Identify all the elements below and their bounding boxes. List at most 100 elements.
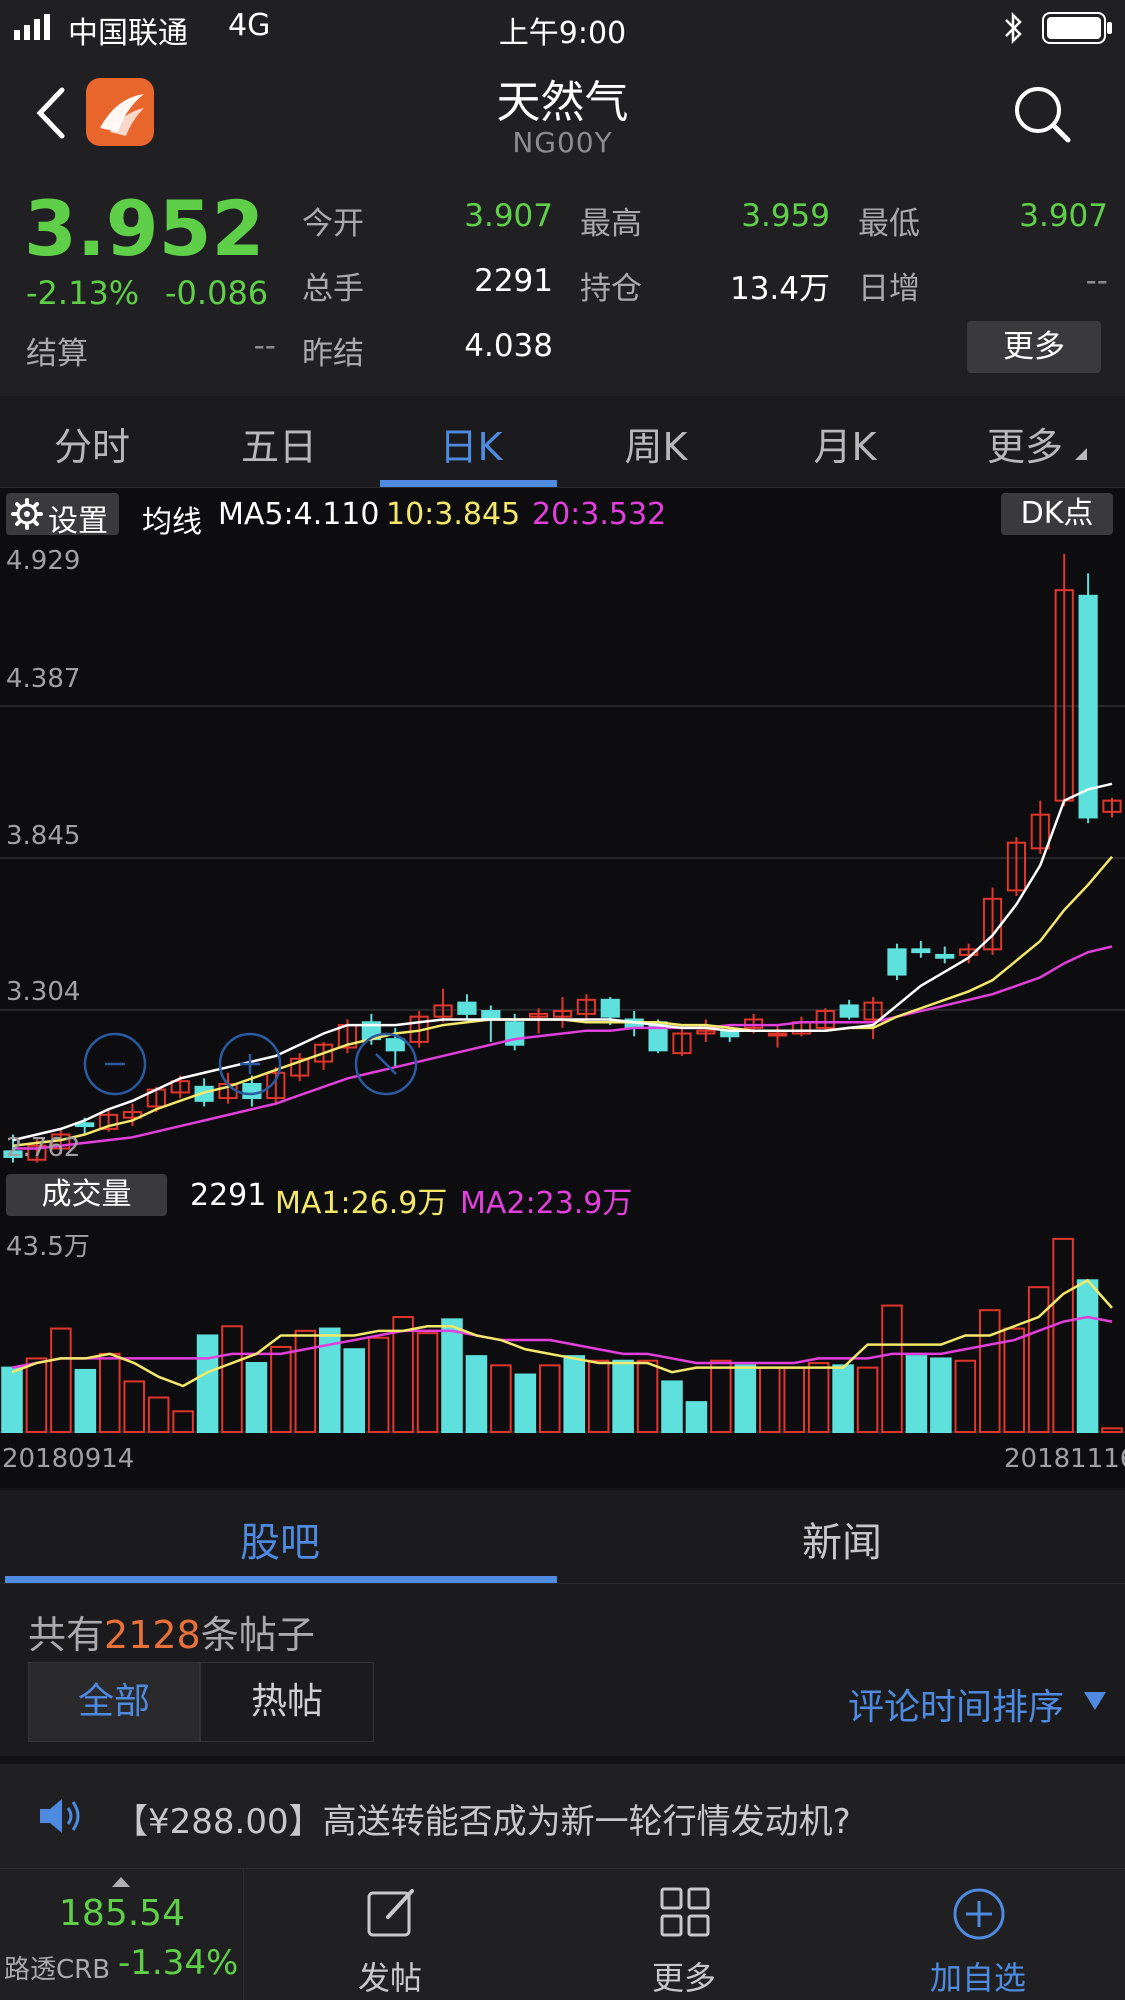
- post-button[interactable]: 发帖: [270, 1869, 510, 2000]
- more-quote-button[interactable]: 更多: [967, 321, 1101, 373]
- candle: [457, 994, 477, 1020]
- volume-bar: [636, 1359, 659, 1433]
- candle-body: [887, 948, 907, 976]
- back-icon[interactable]: [34, 86, 68, 140]
- candle-body: [576, 998, 596, 1015]
- candle: [672, 1027, 692, 1056]
- y-tick-label: 2.762: [6, 1133, 81, 1163]
- candle-body: [27, 1144, 47, 1161]
- volume-bar: [1003, 1327, 1026, 1433]
- tab-more[interactable]: 更多: [986, 425, 1063, 469]
- volume-bar: [1052, 1237, 1074, 1434]
- volume-bar: [979, 1309, 1001, 1433]
- high-label: 最高: [580, 206, 642, 242]
- tab-weekly-k[interactable]: 周K: [624, 425, 688, 469]
- tab-monthly-k[interactable]: 月K: [813, 425, 877, 469]
- tab-guba[interactable]: 股吧: [240, 1520, 320, 1566]
- volume-bar: [367, 1336, 390, 1433]
- candle-body: [433, 1004, 453, 1018]
- community-section: 股吧 新闻 共有2128条帖子 全部 热帖 评论时间排序 【¥288.00】高送…: [0, 1490, 1125, 1870]
- candle: [433, 988, 453, 1023]
- vol-ma2-line: [11, 1315, 1113, 1369]
- y-tick-label: 3.845: [6, 821, 81, 851]
- candle: [935, 946, 955, 964]
- ma5-value: MA5:4.110: [218, 497, 380, 532]
- candle: [696, 1019, 716, 1042]
- candle: [863, 997, 883, 1040]
- volume-indicator-button[interactable]: 成交量: [6, 1174, 167, 1216]
- volume-bar: [710, 1359, 732, 1433]
- tab-intraday[interactable]: 分时: [53, 425, 130, 469]
- candle: [122, 1103, 143, 1127]
- change-amount: -0.086: [165, 274, 269, 312]
- chart-settings-button[interactable]: 设置: [6, 493, 119, 539]
- filter-hot-button[interactable]: 热帖: [200, 1662, 374, 1742]
- chart-scroll-left-icon: [83, 1032, 147, 1096]
- volume-bar: [123, 1380, 145, 1434]
- settle-value: --: [253, 328, 276, 364]
- volume-bar: [392, 1316, 414, 1433]
- ma20-line: [13, 945, 1113, 1150]
- control-circle: [218, 1032, 282, 1096]
- sort-dropdown[interactable]: 评论时间排序: [848, 1687, 1065, 1728]
- candle: [529, 1008, 549, 1034]
- index-value: 185.54: [59, 1893, 185, 1934]
- post-count-prefix: 共有: [28, 1613, 105, 1657]
- vol-max-label: 43.5万: [6, 1232, 90, 1262]
- daily-change-value: --: [1085, 263, 1108, 299]
- volume-bar: [563, 1355, 586, 1433]
- volume-bar: [759, 1366, 781, 1433]
- app-logo-icon: [100, 94, 144, 136]
- volume-bar: [25, 1357, 48, 1433]
- candle: [266, 1067, 286, 1104]
- add-watchlist-label: 加自选: [929, 1959, 1026, 1997]
- candle: [600, 997, 620, 1026]
- candle: [982, 887, 1003, 955]
- volume-bar: [172, 1410, 194, 1434]
- more-label: 更多: [651, 1959, 716, 1997]
- open-label: 今开: [302, 206, 364, 242]
- candle-body: [672, 1032, 692, 1055]
- volume-chart[interactable]: [0, 1222, 1125, 1444]
- tab-news[interactable]: 新闻: [802, 1520, 882, 1566]
- volume-bar: [99, 1352, 121, 1433]
- tab-five-day[interactable]: 五日: [240, 425, 317, 469]
- edit-icon: [367, 1889, 414, 1937]
- volume-bar: [270, 1345, 292, 1433]
- community-tabs: 股吧 新闻: [0, 1490, 1125, 1584]
- community-tab-indicator: [5, 1576, 557, 1583]
- page-title: 天然气: [496, 77, 629, 128]
- add-watchlist-button[interactable]: 加自选: [858, 1869, 1098, 2000]
- bottom-toolbar: 185.54 路透CRB -1.34% 发帖 更多 加自选: [0, 1868, 1125, 2000]
- battery-icon: [1042, 12, 1112, 44]
- chart-expand-icon: [354, 1032, 418, 1096]
- gear-icon: [11, 498, 43, 530]
- control-circle: [354, 1032, 418, 1096]
- ma10-value: 10:3.845: [386, 497, 521, 532]
- volume-bar: [807, 1362, 830, 1433]
- index-ticker[interactable]: 185.54 路透CRB -1.34%: [0, 1869, 244, 2000]
- volume-bar: [147, 1396, 170, 1433]
- search-icon[interactable]: [1012, 84, 1074, 146]
- quote-panel: 3.952 -2.13% -0.086 结算 -- 今开 3.907 最高 3.…: [0, 176, 1125, 396]
- period-tabs: 分时 五日 日K 周K 月K 更多: [0, 396, 1125, 488]
- volume-bar: [734, 1364, 757, 1433]
- candle-body: [313, 1043, 334, 1063]
- candle-body: [863, 1001, 883, 1021]
- candle: [481, 1005, 501, 1042]
- volume-bar: [954, 1359, 977, 1433]
- candle: [552, 997, 573, 1028]
- dropdown-triangle-icon: [1084, 1692, 1106, 1710]
- volume-value: 2291: [474, 263, 553, 299]
- more-button[interactable]: 更多: [564, 1869, 804, 2000]
- tab-daily-k[interactable]: 日K: [439, 425, 503, 469]
- app-logo: [86, 78, 154, 146]
- dk-point-button[interactable]: DK点: [1001, 493, 1113, 535]
- plus-circle-icon: [953, 1888, 1005, 1940]
- candle: [1006, 837, 1027, 897]
- open-value: 3.907: [464, 198, 553, 234]
- speaker-icon: [40, 1799, 80, 1833]
- filter-all-button[interactable]: 全部: [28, 1662, 200, 1742]
- announcement-row[interactable]: 【¥288.00】高送转能否成为新一轮行情发动机?: [0, 1764, 1125, 1868]
- kline-chart[interactable]: [0, 542, 1125, 1174]
